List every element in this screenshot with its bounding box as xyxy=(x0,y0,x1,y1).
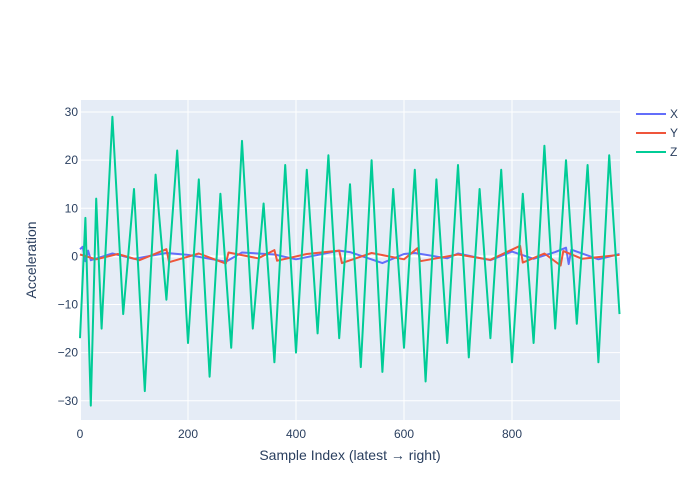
legend-item-x[interactable]: X xyxy=(636,107,678,121)
legend[interactable]: XYZ xyxy=(636,107,678,159)
y-tick-label: −30 xyxy=(58,394,79,408)
x-tick-labels: 0 200 400 600 800 xyxy=(77,427,523,441)
x-tick-label: 0 xyxy=(77,427,84,441)
y-tick-label: −20 xyxy=(58,346,79,360)
legend-label: Z xyxy=(670,145,677,159)
series-line-z xyxy=(79,115,621,407)
legend-label: X xyxy=(670,107,678,121)
legend-item-z[interactable]: Z xyxy=(636,145,677,159)
x-tick-label: 800 xyxy=(502,427,522,441)
traces xyxy=(79,115,621,407)
x-tick-label: 200 xyxy=(178,427,198,441)
y-tick-label: 10 xyxy=(65,201,79,215)
y-tick-label: 20 xyxy=(65,153,79,167)
y-tick-label: 30 xyxy=(65,105,79,119)
series-line-y xyxy=(79,244,620,267)
legend-label: Y xyxy=(670,126,678,140)
x-tick-label: 600 xyxy=(394,427,414,441)
y-tick-label: −10 xyxy=(58,298,79,312)
x-tick-label: 400 xyxy=(286,427,306,441)
y-tick-labels: −30 −20 −10 0 10 20 30 xyxy=(58,105,79,408)
x-axis-title: Sample Index (latest → right) xyxy=(259,447,440,463)
y-tick-label: 0 xyxy=(71,249,78,263)
legend-item-y[interactable]: Y xyxy=(636,126,678,140)
y-axis-title: Acceleration xyxy=(23,221,39,298)
